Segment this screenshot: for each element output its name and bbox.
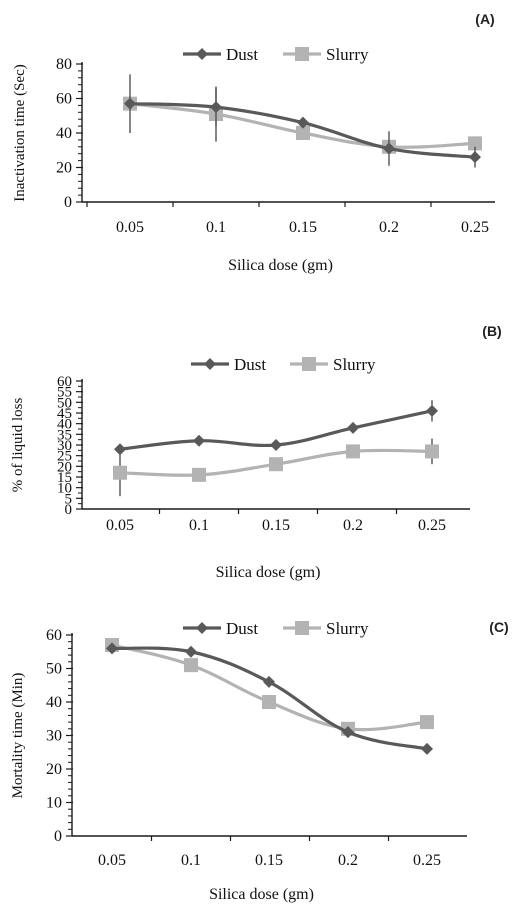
dust-point <box>263 675 275 688</box>
x-tick-label: 0.2 <box>338 852 358 869</box>
x-tick-label: 0.05 <box>106 517 134 534</box>
dust-point <box>426 404 438 417</box>
y-tick-label: 0 <box>65 502 73 518</box>
dust-point <box>124 97 136 110</box>
legend-marker-dust <box>196 48 208 60</box>
y-tick-label: 20 <box>56 160 72 177</box>
dust-point <box>383 142 395 155</box>
legend-label-dust: Dust <box>226 619 258 638</box>
y-tick-label: 60 <box>56 91 72 108</box>
y-tick-label: 0 <box>54 828 62 845</box>
chart-panel: (C) 0 10 20 30 40 50 60 0.05 0.1 0.15 0.2 0.25 Silica… <box>10 619 509 903</box>
panel-label: (A) <box>475 11 494 27</box>
y-tick-label: 5 <box>65 491 73 507</box>
dust-point <box>106 642 118 655</box>
x-tick-label: 0.1 <box>206 219 226 236</box>
legend-marker-slurry <box>295 621 309 635</box>
legend-marker-dust <box>196 622 208 634</box>
slurry-point <box>184 658 198 673</box>
y-axis-title: Inactivation time (Sec) <box>12 64 28 201</box>
x-tick-label: 0.15 <box>289 219 317 236</box>
slurry-point <box>269 457 283 472</box>
y-tick-label: 20 <box>46 761 62 778</box>
legend-marker-slurry <box>295 47 309 61</box>
slurry-point <box>346 444 360 459</box>
slurry-point <box>262 695 276 709</box>
x-tick-label: 0.1 <box>189 517 209 534</box>
y-tick-label: 80 <box>56 56 72 73</box>
y-tick-label: 10 <box>46 795 62 812</box>
x-tick-label: 0.2 <box>379 219 399 236</box>
y-tick-label: 60 <box>57 374 72 390</box>
legend-label-slurry: Slurry <box>333 355 376 374</box>
y-tick-label: 55 <box>57 385 72 401</box>
slurry-point <box>296 126 310 140</box>
legend: Dust Slurry <box>191 355 376 374</box>
dust-point <box>270 439 282 451</box>
dust-point <box>469 151 481 164</box>
dust-point <box>421 742 433 755</box>
y-tick-label: 45 <box>57 406 72 422</box>
y-axis-title: % of liquid loss <box>10 398 26 493</box>
slurry-point <box>420 715 434 730</box>
y-tick-label: 40 <box>57 417 72 433</box>
legend: Dust Slurry <box>183 619 369 638</box>
y-tick-label: 40 <box>46 694 62 711</box>
y-tick-label: 50 <box>57 395 72 411</box>
legend: Dust Slurry <box>183 45 369 64</box>
x-tick-label: 0.25 <box>461 219 489 236</box>
y-tick-label: 0 <box>64 194 72 211</box>
legend-marker-dust <box>204 358 216 370</box>
y-tick-label: 60 <box>46 627 62 644</box>
x-tick-label: 0.25 <box>413 852 441 869</box>
x-axis-title: Silica dose (gm) <box>209 886 314 903</box>
x-tick-label: 0.15 <box>262 517 290 534</box>
dust-point <box>342 726 354 739</box>
y-tick-label: 30 <box>57 438 72 454</box>
chart-panel: (A) 0 20 40 60 80 0.05 0.1 0.15 0.2 0.25 Silica dos… <box>12 11 495 274</box>
slurry-point <box>113 465 127 480</box>
panel-label: (C) <box>489 619 508 635</box>
y-tick-label: 50 <box>46 661 62 678</box>
x-axis-title: Silica dose (gm) <box>216 564 321 581</box>
x-tick-label: 0.05 <box>98 852 126 869</box>
dust-point <box>297 116 309 129</box>
y-tick-label: 40 <box>56 125 72 142</box>
y-axis-title: Mortality time (Min) <box>10 673 26 799</box>
panel-label: (B) <box>482 323 501 339</box>
slurry-point <box>425 444 439 459</box>
dust-point <box>347 421 359 434</box>
dust-point <box>185 645 197 658</box>
x-tick-label: 0.05 <box>116 219 144 236</box>
dust-point <box>114 443 126 456</box>
legend-label-slurry: Slurry <box>326 45 369 64</box>
x-tick-label: 0.2 <box>343 517 363 534</box>
y-tick-label: 25 <box>57 449 72 465</box>
x-tick-label: 0.1 <box>181 852 201 869</box>
y-tick-label: 30 <box>46 728 62 745</box>
x-tick-label: 0.25 <box>418 517 446 534</box>
slurry-point <box>192 467 206 482</box>
y-tick-label: 10 <box>57 481 72 497</box>
legend-label-slurry: Slurry <box>326 619 369 638</box>
dust-point <box>210 101 222 114</box>
x-axis-title: Silica dose (gm) <box>228 257 333 274</box>
legend-label-dust: Dust <box>226 45 258 64</box>
y-tick-label: 35 <box>57 427 72 443</box>
legend-label-dust: Dust <box>234 355 266 374</box>
y-tick-label: 20 <box>57 459 72 475</box>
legend-marker-slurry <box>302 357 316 371</box>
dust-point <box>193 434 205 447</box>
y-tick-label: 15 <box>57 470 72 486</box>
x-tick-label: 0.15 <box>255 852 283 869</box>
slurry-point <box>468 136 482 151</box>
